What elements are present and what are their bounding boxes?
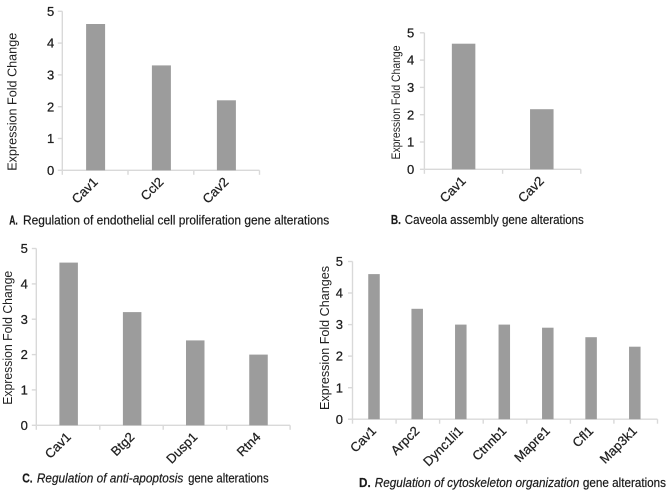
svg-text:0: 0 (407, 162, 414, 177)
svg-text:4: 4 (21, 277, 28, 292)
svg-text:1: 1 (407, 135, 414, 150)
svg-text:Regulation of endothelial cell: Regulation of endothelial cell prolifera… (23, 213, 329, 227)
svg-text:3: 3 (336, 317, 343, 332)
svg-text:2: 2 (47, 99, 54, 114)
svg-text:gene alterations: gene alterations (188, 472, 269, 486)
svg-text:2: 2 (336, 349, 343, 364)
svg-text:B.: B. (391, 213, 401, 227)
svg-text:gene alterations: gene alterations (583, 476, 666, 490)
svg-text:0: 0 (47, 163, 54, 178)
svg-text:3: 3 (47, 68, 54, 83)
svg-text:4: 4 (336, 286, 343, 301)
svg-text:3: 3 (21, 312, 28, 327)
svg-text:0: 0 (21, 418, 28, 433)
svg-text:4: 4 (47, 36, 54, 51)
svg-text:Regulation of anti-apoptosis: Regulation of anti-apoptosis (37, 472, 183, 486)
svg-text:2: 2 (407, 107, 414, 122)
svg-text:Caveola assembly gene alterati: Caveola assembly gene alterations (405, 213, 584, 227)
svg-text:Expression Fold Change: Expression Fold Change (4, 33, 19, 171)
svg-text:1: 1 (47, 131, 54, 146)
svg-text:3: 3 (407, 80, 414, 95)
svg-text:5: 5 (47, 4, 54, 19)
svg-text:1: 1 (21, 383, 28, 398)
svg-text:D.: D. (359, 476, 371, 490)
svg-text:1: 1 (336, 380, 343, 395)
svg-text:Expression Fold Change: Expression Fold Change (0, 271, 15, 405)
svg-text:A.: A. (9, 213, 17, 227)
svg-text:C.: C. (22, 472, 33, 486)
svg-text:2: 2 (21, 347, 28, 362)
svg-text:0: 0 (336, 412, 343, 427)
svg-text:Expression Fold Change: Expression Fold Change (389, 45, 403, 159)
svg-text:4: 4 (407, 53, 414, 68)
svg-text:Regulation of cytoskeleton org: Regulation of cytoskeleton organization (375, 476, 580, 490)
svg-text:5: 5 (21, 241, 28, 256)
svg-text:5: 5 (336, 254, 343, 269)
svg-text:5: 5 (407, 25, 414, 40)
svg-text:Expression Fold Changes: Expression Fold Changes (317, 266, 332, 410)
